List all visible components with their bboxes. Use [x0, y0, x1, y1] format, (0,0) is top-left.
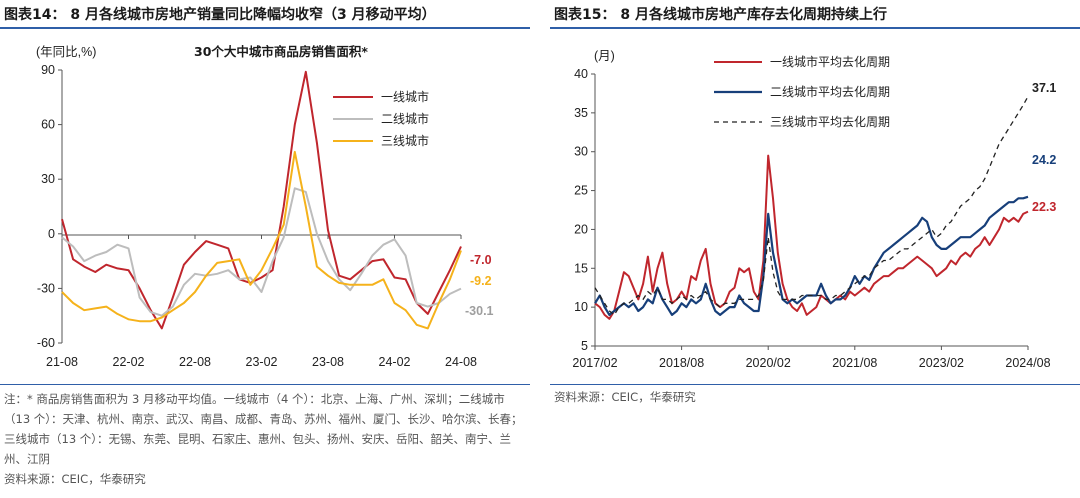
y-tick-label: 90	[41, 63, 55, 77]
legend-label-3: 三线城市平均去化周期	[770, 114, 890, 129]
y-tick-label: 25	[574, 184, 588, 198]
x-tick-label: 21-08	[46, 355, 78, 369]
x-tick-label: 22-08	[179, 355, 211, 369]
end-value-label: 24.2	[1032, 153, 1056, 167]
y-tick-label: 30	[41, 172, 55, 186]
x-tick-label: 2023/02	[919, 356, 964, 370]
series-line-2	[61, 187, 462, 317]
right-line-chart: 5 10 15 20 25 30 35 40 2017/02 2018/08 2020/02 2021…	[572, 49, 1056, 370]
y-tick-label: 35	[574, 106, 588, 120]
right-bottom-rule	[550, 384, 1080, 385]
y-axis-label: (月)	[594, 49, 615, 63]
series-line-3	[594, 96, 1029, 316]
x-tick-label: 23-02	[246, 355, 278, 369]
x-tick-label: 2020/02	[746, 356, 791, 370]
x-tick-label: 24-08	[445, 355, 477, 369]
legend-label-1: 一线城市平均去化周期	[770, 54, 890, 69]
y-tick-label: 0	[48, 227, 55, 241]
left-source-text: 资料来源：CEIC，华泰研究	[4, 472, 146, 486]
right-source-text: 资料来源：CEIC，华泰研究	[554, 390, 696, 404]
left-chart-panel: 图表14： 8 月各线城市房地产销量同比降幅均收窄（3 月移动平均） -60 -3…	[0, 0, 530, 498]
y-tick-label: 30	[574, 145, 588, 159]
series-line-1	[61, 70, 462, 330]
left-bottom-rule	[0, 384, 530, 385]
y-tick-label: -60	[37, 336, 55, 350]
y-axis-label: (年同比,%)	[36, 45, 96, 59]
x-tick-label: 2017/02	[572, 356, 617, 370]
end-value-label: 22.3	[1032, 200, 1056, 214]
right-title-rule	[550, 27, 1080, 29]
end-value-label: 37.1	[1032, 81, 1056, 95]
legend-label-2: 二线城市平均去化周期	[770, 84, 890, 99]
x-tick-label: 2018/08	[659, 356, 704, 370]
x-tick-label: 2021/08	[832, 356, 877, 370]
y-tick-label: 10	[574, 300, 588, 314]
x-tick-label: 24-02	[379, 355, 411, 369]
right-chart-panel: 图表15： 8 月各线城市房地产库存去化周期持续上行 5 10 15 20 25 30 35…	[550, 0, 1080, 498]
series-line-1	[594, 154, 1029, 320]
x-tick-label: 22-02	[113, 355, 145, 369]
left-chart-note: 注：* 商品房销售面积为 3 月移动平均值。一线城市（4 个）：北京、上海、广州…	[4, 389, 524, 489]
end-value-label: -7.0	[470, 253, 492, 267]
y-tick-label: 5	[581, 339, 588, 353]
legend-label-1: 一线城市	[381, 89, 429, 104]
left-line-chart: -60 -30 0 30 60 90 21-08 22-02 22-08 23-02 23-08 24…	[36, 44, 494, 369]
end-value-label: -9.2	[470, 274, 492, 288]
series-line-3	[61, 150, 462, 330]
legend-label-2: 二线城市	[381, 111, 429, 126]
y-tick-label: -30	[37, 281, 55, 295]
x-tick-label: 2024/08	[1005, 356, 1050, 370]
legend-label-3: 三线城市	[381, 133, 429, 148]
right-chart-title: 图表15： 8 月各线城市房地产库存去化周期持续上行	[554, 7, 887, 23]
chart-subtitle: 30个大中城市商品房销售面积*	[194, 44, 368, 59]
x-tick-label: 23-08	[312, 355, 344, 369]
y-tick-label: 40	[574, 67, 588, 81]
y-tick-label: 15	[574, 261, 588, 275]
left-note-text: 注：* 商品房销售面积为 3 月移动平均值。一线城市（4 个）：北京、上海、广州…	[4, 392, 523, 466]
left-chart-title: 图表14： 8 月各线城市房地产销量同比降幅均收窄（3 月移动平均）	[4, 7, 436, 23]
y-tick-label: 60	[41, 118, 55, 132]
y-tick-label: 20	[574, 222, 588, 236]
end-value-label: -30.1	[465, 304, 494, 318]
left-title-rule	[0, 27, 530, 29]
